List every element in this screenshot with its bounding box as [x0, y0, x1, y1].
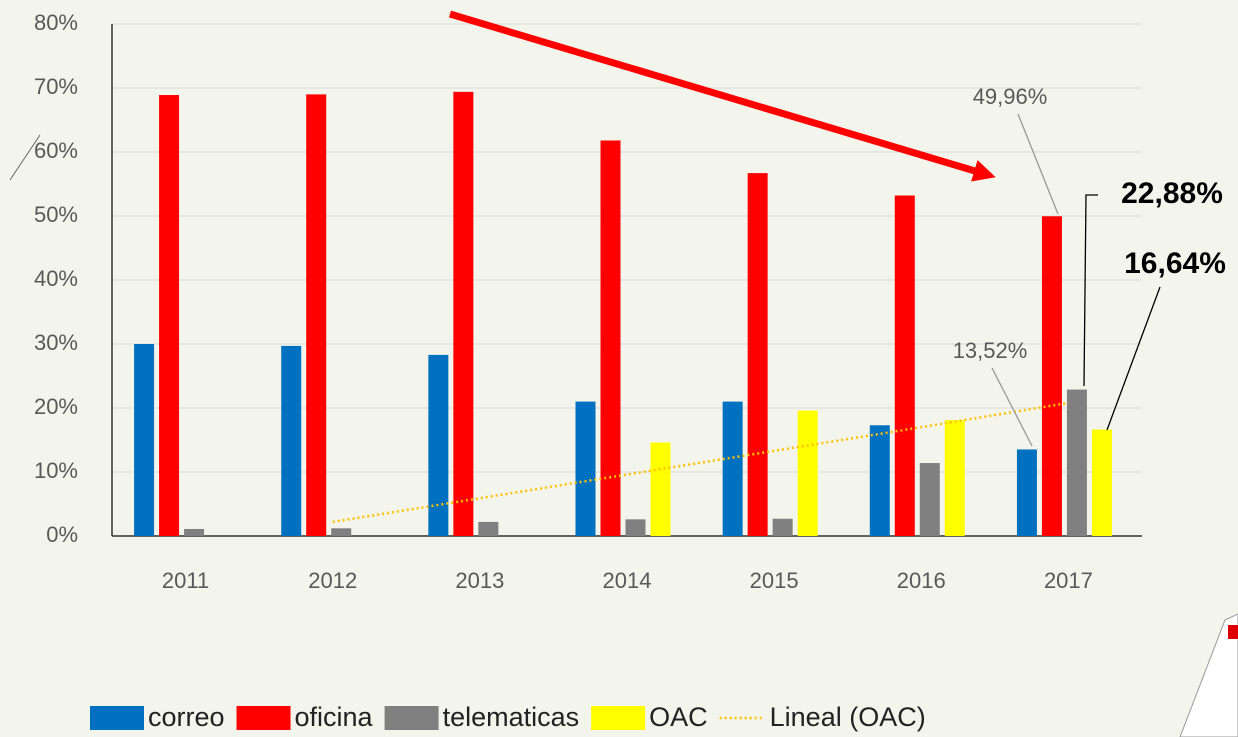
bar — [184, 528, 205, 536]
x-tick-label: 2012 — [308, 568, 357, 593]
legend-swatch — [591, 706, 646, 730]
bar — [919, 463, 940, 536]
y-tick-label: 0% — [46, 522, 78, 547]
legend-swatch — [236, 706, 291, 730]
bar — [159, 95, 180, 536]
bar — [478, 521, 499, 536]
leader-line — [1017, 113, 1059, 215]
bar — [797, 410, 818, 536]
x-tick-label: 2016 — [897, 568, 946, 593]
legend-swatch — [90, 706, 144, 730]
y-tick-label: 40% — [34, 266, 78, 291]
legend-swatch — [384, 706, 439, 730]
legend-label: telematicas — [443, 702, 580, 732]
bar — [869, 425, 890, 536]
bar — [894, 195, 915, 536]
bar — [772, 518, 793, 536]
leader-line — [1106, 286, 1161, 431]
bar — [575, 401, 596, 536]
y-tick-label: 70% — [34, 74, 78, 99]
leader-line — [991, 367, 1033, 447]
value-label: 13,52% — [953, 338, 1028, 363]
bar — [306, 94, 327, 537]
bar — [1041, 216, 1062, 537]
y-tick-label: 60% — [34, 138, 78, 163]
y-tick-label: 80% — [34, 10, 78, 35]
bar — [331, 528, 352, 536]
bar — [281, 345, 302, 536]
bar — [1016, 449, 1037, 536]
legend-label: oficina — [295, 702, 374, 732]
x-tick-label: 2013 — [455, 568, 504, 593]
x-tick-label: 2014 — [603, 568, 652, 593]
bar — [650, 442, 671, 536]
x-tick-label: 2015 — [750, 568, 799, 593]
bar — [428, 354, 449, 536]
bar — [1066, 389, 1087, 536]
bar — [722, 401, 743, 536]
decoration-line — [9, 134, 41, 181]
arrow — [448, 10, 996, 182]
y-tick-label: 30% — [34, 330, 78, 355]
bar — [1091, 429, 1112, 536]
value-label: 16,64% — [1124, 247, 1226, 280]
x-tick-label: 2011 — [162, 568, 209, 593]
bar — [944, 420, 965, 536]
x-tick-label: 2017 — [1044, 568, 1093, 593]
logo — [1179, 613, 1238, 737]
bar — [453, 91, 474, 536]
bar — [747, 173, 768, 536]
bar — [625, 519, 646, 536]
bar — [600, 140, 621, 537]
leader-line — [1083, 194, 1098, 387]
value-label: 22,88% — [1121, 177, 1223, 210]
trend-line — [332, 401, 1069, 524]
y-tick-label: 20% — [34, 394, 78, 419]
value-label: 49,96% — [973, 84, 1048, 109]
y-tick-label: 50% — [34, 202, 78, 227]
legend-label: Lineal (OAC) — [770, 702, 926, 732]
y-tick-label: 10% — [34, 458, 78, 483]
legend-label: correo — [148, 702, 225, 732]
legend-label: OAC — [649, 702, 708, 732]
bar — [134, 344, 155, 536]
